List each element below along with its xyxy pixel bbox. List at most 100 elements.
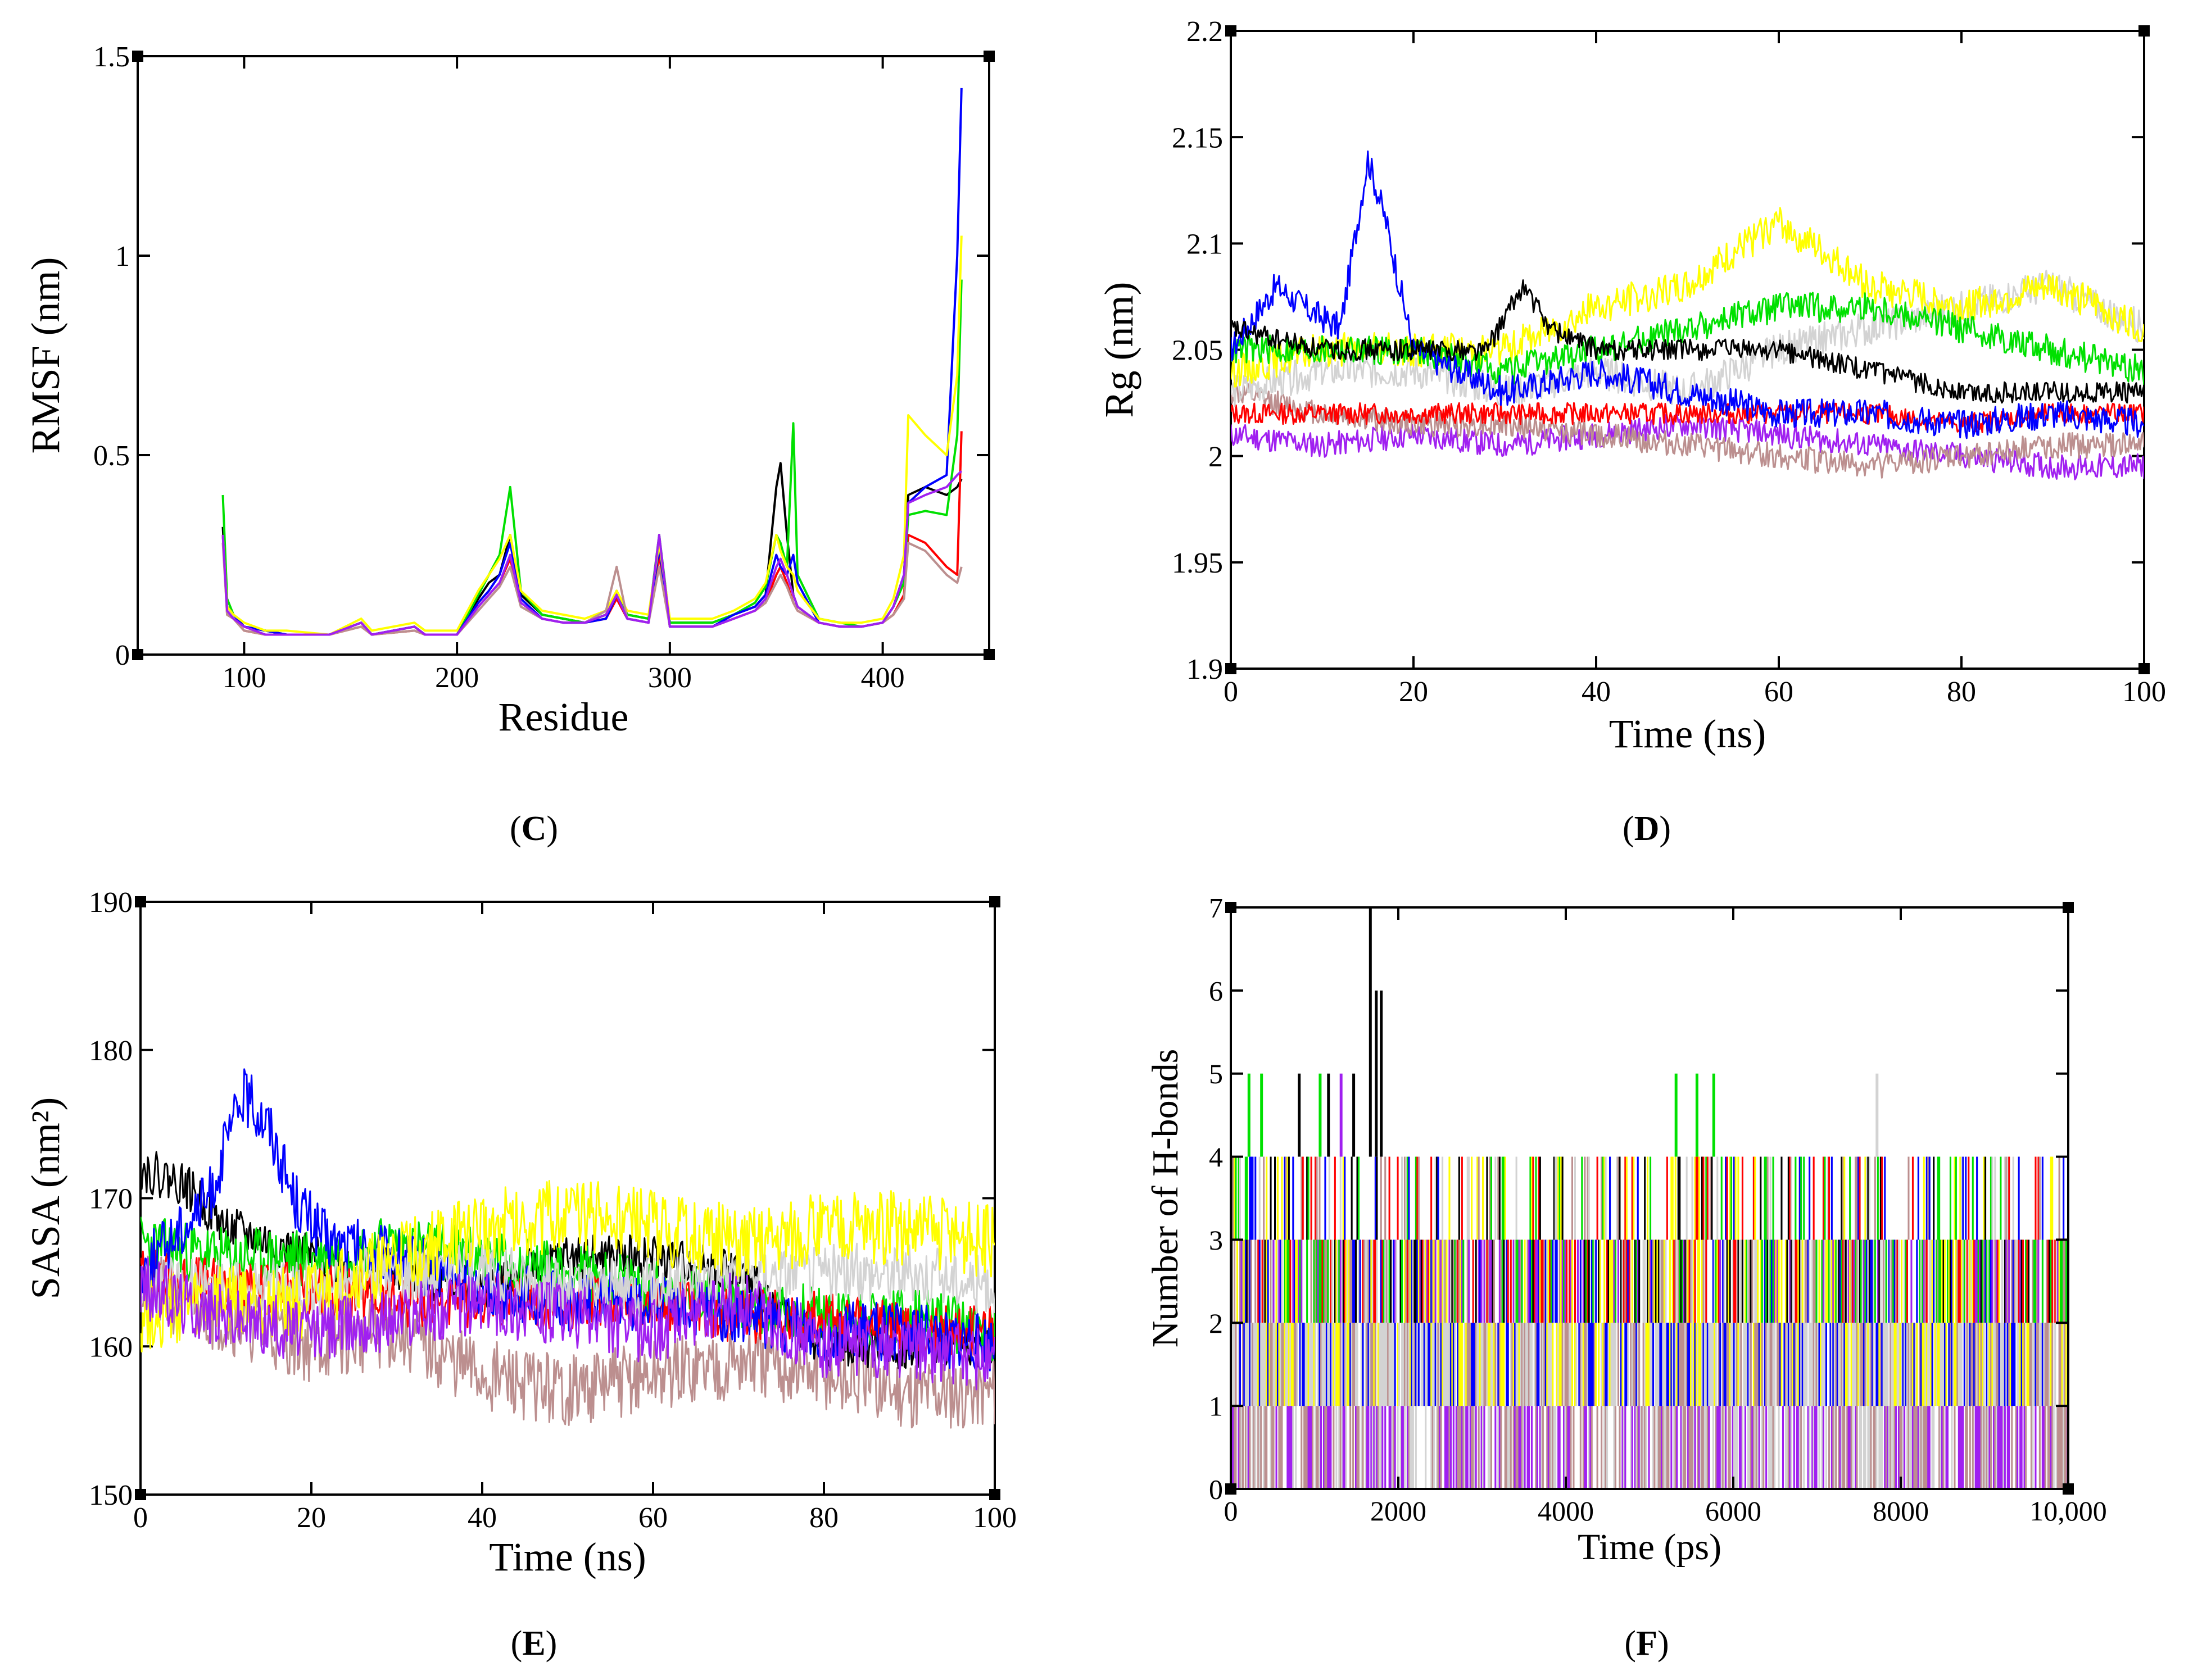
hbond-bar-level-2 xyxy=(1547,1323,1549,1406)
hbond-bar-level-3 xyxy=(1412,1239,1414,1323)
hbond-bar-level-3 xyxy=(2035,1239,2037,1323)
hbond-bar-level-2 xyxy=(1260,1323,1262,1406)
hbond-bar-level-1 xyxy=(1288,1406,1290,1489)
hbond-bar-level-2 xyxy=(1674,1323,1677,1406)
hbond-bar-level-3 xyxy=(1925,1239,1928,1323)
hbond-bar-level-1 xyxy=(1838,1406,1840,1489)
hbond-bar-level-2 xyxy=(1413,1323,1416,1406)
hbond-bar-level-1 xyxy=(1469,1406,1471,1489)
hbond-bar-level-4 xyxy=(1596,1156,1598,1240)
hbond-bar-level-2 xyxy=(1832,1323,1834,1406)
hbond-bar-level-1 xyxy=(1281,1406,1283,1489)
hbond-bar-level-2 xyxy=(1391,1323,1393,1406)
hbond-bar-level-1 xyxy=(1373,1406,1375,1489)
hbond-bar-level-3 xyxy=(1403,1239,1406,1323)
hbond-spike xyxy=(1339,1073,1343,1157)
series-line-black xyxy=(1231,279,2144,404)
x-tick-label: 60 xyxy=(1764,676,1793,708)
hbond-bar-level-1 xyxy=(1843,1406,1846,1489)
hbond-bar-level-2 xyxy=(1701,1323,1703,1406)
hbond-bar-level-2 xyxy=(1645,1323,1647,1406)
hbond-bar-level-3 xyxy=(1697,1239,1699,1323)
hbond-bar-level-2 xyxy=(1922,1323,1924,1406)
hbond-bar-level-2 xyxy=(1790,1323,1792,1406)
series-line-yellow xyxy=(221,235,963,636)
hbond-bar-level-2 xyxy=(1896,1323,1899,1406)
hbond-bar-level-4 xyxy=(1490,1156,1492,1240)
hbond-bar-level-4 xyxy=(1401,1156,1403,1240)
hbond-bar-level-1 xyxy=(1457,1406,1459,1489)
hbond-bar-level-2 xyxy=(2009,1323,2011,1406)
hbond-bar-level-4 xyxy=(1695,1156,1697,1240)
hbond-bar-level-1 xyxy=(1653,1406,1656,1489)
hbond-bar-level-2 xyxy=(1966,1323,1968,1406)
hbond-bar-level-3 xyxy=(1920,1239,1922,1323)
hbond-spike xyxy=(1695,1073,1698,1157)
hbond-bar-level-3 xyxy=(2028,1239,2030,1323)
hbond-bar-level-2 xyxy=(1607,1323,1610,1406)
hbond-bar-level-3 xyxy=(1635,1239,1638,1323)
hbond-bar-level-2 xyxy=(1436,1323,1438,1406)
hbond-bar-level-3 xyxy=(2064,1239,2066,1323)
hbond-bar-level-3 xyxy=(1807,1239,1809,1323)
hbond-bar-level-3 xyxy=(1543,1239,1546,1323)
hbond-bar-level-2 xyxy=(2043,1323,2045,1406)
hbond-bar-level-2 xyxy=(1690,1323,1692,1406)
hbond-bar-level-3 xyxy=(1647,1239,1649,1323)
hbond-bar-level-3 xyxy=(1757,1239,1759,1323)
y-tick-label: 2.05 xyxy=(1172,335,1223,367)
hbond-bar-level-3 xyxy=(1249,1239,1251,1323)
hbond-bar-level-2 xyxy=(1679,1323,1681,1406)
hbond-bar-level-2 xyxy=(1764,1323,1766,1406)
hbond-bar-level-1 xyxy=(1852,1406,1854,1489)
hbond-bar-level-3 xyxy=(1536,1239,1538,1323)
x-tick-label: 4000 xyxy=(1538,1495,1594,1527)
hbond-bar-level-1 xyxy=(1247,1406,1249,1489)
x-tick-label: 40 xyxy=(1582,676,1611,708)
hbond-bar-level-3 xyxy=(1836,1239,1838,1323)
hbond-bar-level-2 xyxy=(1650,1323,1652,1406)
hbond-bar-level-2 xyxy=(1865,1323,1868,1406)
hbond-bar-level-4 xyxy=(1691,1156,1693,1240)
hbond-bar-level-1 xyxy=(1242,1406,1244,1489)
hbond-bar-level-2 xyxy=(1397,1323,1399,1406)
series-group xyxy=(141,1068,995,1429)
hbond-bar-level-3 xyxy=(1644,1239,1646,1323)
hbond-bar-level-3 xyxy=(1655,1239,1657,1323)
hbond-bar-level-1 xyxy=(1613,1406,1615,1489)
hbond-bar-level-2 xyxy=(1367,1323,1370,1406)
hbond-bar-level-2 xyxy=(1603,1323,1606,1406)
hbond-bar-level-4 xyxy=(1937,1156,1939,1240)
hbond-bar-level-4 xyxy=(1250,1156,1252,1240)
x-tick-label: 0 xyxy=(1224,1495,1238,1527)
hbond-bar-level-2 xyxy=(1671,1323,1674,1406)
hbond-bar-level-3 xyxy=(1576,1239,1579,1323)
hbond-bar-level-1 xyxy=(1828,1406,1830,1489)
hbond-bar-level-1 xyxy=(1258,1406,1261,1489)
hbond-bar-level-3 xyxy=(1843,1239,1846,1323)
hbond-bar-level-4 xyxy=(1824,1156,1826,1240)
hbond-bars-group xyxy=(1231,907,2069,1489)
hbond-bar-level-3 xyxy=(1324,1239,1326,1323)
hbond-bar-level-2 xyxy=(1270,1323,1272,1406)
hbond-bar-level-3 xyxy=(1969,1239,1971,1323)
hbond-bar-level-1 xyxy=(1637,1406,1639,1489)
hbond-bar-level-2 xyxy=(1468,1323,1470,1406)
hbond-bar-level-4 xyxy=(1868,1156,1870,1240)
hbond-bar-level-2 xyxy=(1342,1323,1344,1406)
hbond-bar-level-3 xyxy=(1637,1239,1639,1323)
hbond-bar-level-1 xyxy=(1370,1406,1372,1489)
hbond-bar-level-1 xyxy=(2020,1406,2023,1489)
hbond-bar-level-1 xyxy=(1563,1406,1565,1489)
hbond-bar-level-1 xyxy=(1596,1406,1598,1489)
hbond-bar-level-3 xyxy=(1852,1239,1854,1323)
hbond-bar-level-3 xyxy=(1374,1239,1376,1323)
hbond-bar-level-2 xyxy=(1829,1323,1832,1406)
hbond-bar-level-1 xyxy=(1641,1406,1643,1489)
hbond-bar-level-2 xyxy=(1635,1323,1638,1406)
hbond-bar-level-2 xyxy=(1274,1323,1276,1406)
hbond-bar-level-2 xyxy=(1907,1323,1910,1406)
hbond-bar-level-3 xyxy=(1603,1239,1606,1323)
hbond-bar-level-3 xyxy=(1320,1239,1322,1323)
